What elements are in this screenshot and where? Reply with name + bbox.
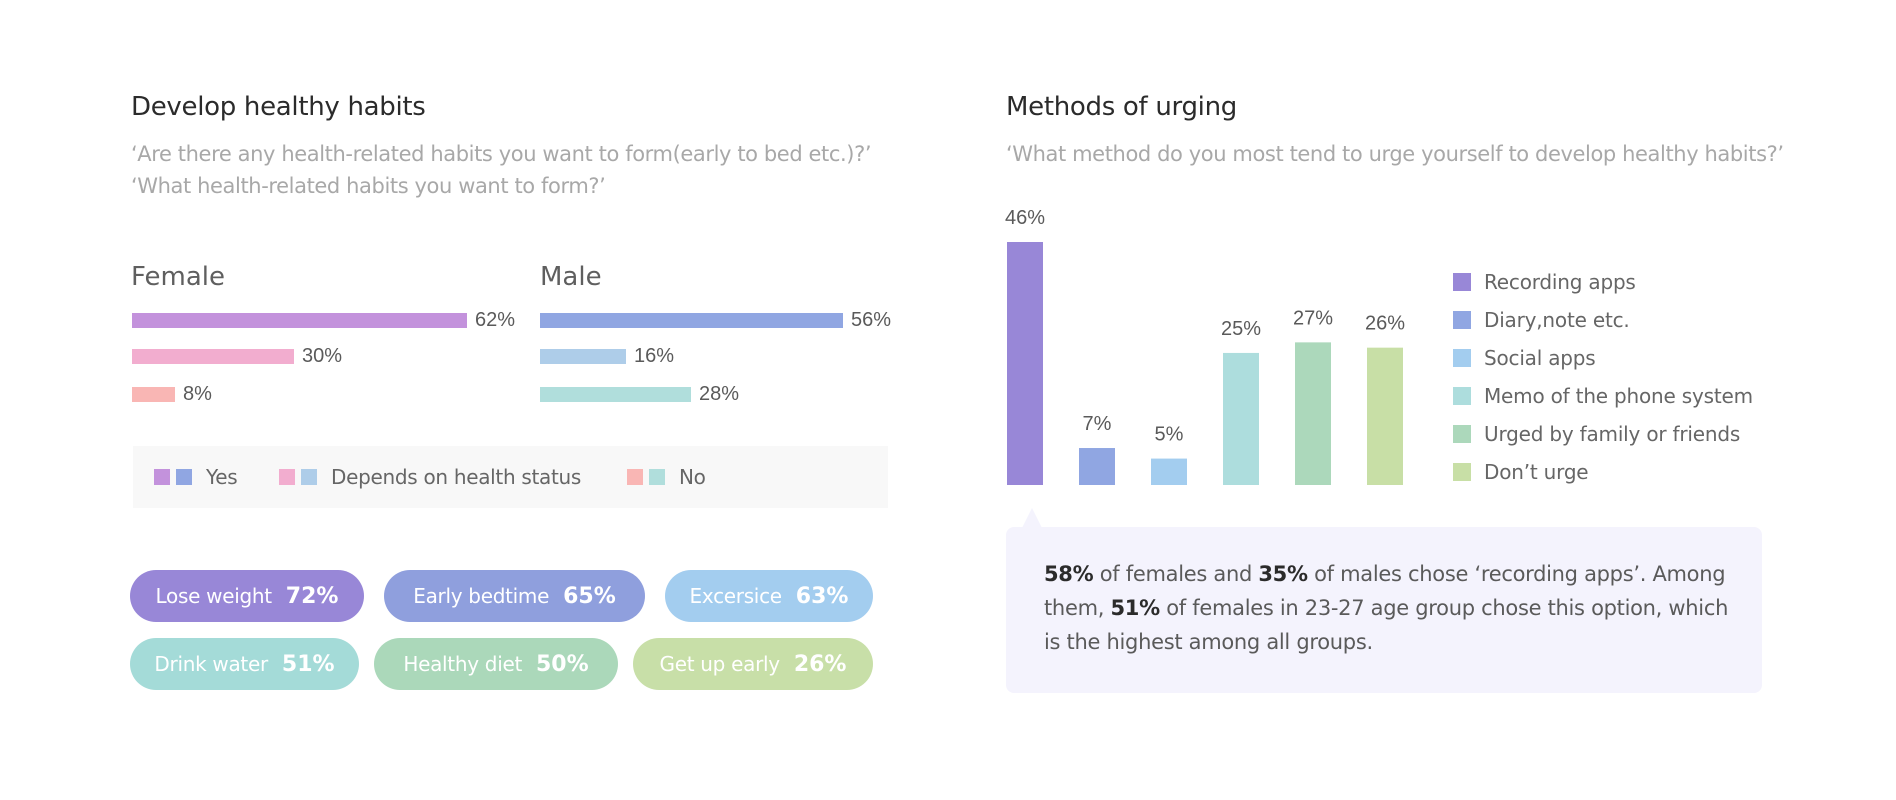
female-bar	[132, 387, 175, 402]
right-panel-subtitle: ‘What method do you most tend to urge yo…	[1006, 142, 1784, 166]
habit-label: Excersice	[689, 584, 783, 608]
legend-swatch	[1453, 273, 1471, 291]
left-panel-subtitle: ‘Are there any health-related habits you…	[131, 138, 872, 202]
legend-swatch-male	[176, 469, 192, 485]
legend-item-yes: Yes	[154, 446, 238, 508]
subtitle-line-1: ‘Are there any health-related habits you…	[131, 142, 872, 166]
male-bar-label: 56%	[851, 309, 892, 331]
methods-legend-item: Don’t urge	[1453, 460, 1589, 484]
methods-legend-item: Social apps	[1453, 346, 1596, 370]
right-panel-title: Methods of urging	[1006, 92, 1237, 122]
callout-text-segment: of females and	[1093, 562, 1259, 586]
callout-text-segment: of males chose ‘recording apps’. Among t…	[1044, 562, 1726, 620]
method-bar-label: 46%	[1005, 207, 1045, 229]
legend-swatch-female	[627, 469, 643, 485]
habit-pill-get-up-early: Get up early 26%	[633, 638, 873, 690]
subtitle-line-2: ‘What health-related habits you want to …	[131, 174, 606, 198]
method-bar-label: 25%	[1221, 318, 1261, 340]
methods-legend-item: Memo of the phone system	[1453, 384, 1753, 408]
habit-pill-exercise: Excersice 63%	[665, 570, 873, 622]
female-label: Female	[131, 262, 226, 292]
method-bar-label: 5%	[1155, 424, 1184, 446]
legend-label: Urged by family or friends	[1484, 422, 1741, 446]
female-bar-label: 8%	[183, 383, 212, 405]
legend-swatch-male	[301, 469, 317, 485]
habit-value: 65%	[563, 583, 616, 609]
male-label: Male	[540, 262, 602, 292]
habit-value: 51%	[281, 651, 335, 677]
method-bar	[1295, 342, 1331, 485]
legend-swatch	[1453, 311, 1471, 329]
legend-swatch	[1453, 463, 1471, 481]
habit-label: Drink water	[154, 652, 268, 676]
methods-legend-item: Urged by family or friends	[1453, 422, 1740, 446]
left-panel-title: Develop healthy habits	[131, 92, 426, 122]
habit-pill-lose-weight: Lose weight 72%	[130, 570, 364, 622]
legend-label: Yes	[206, 465, 238, 489]
legend-item-no: No	[627, 446, 706, 508]
male-bar-label: 16%	[634, 345, 675, 367]
male-bar	[540, 349, 626, 364]
legend-swatch	[1453, 349, 1471, 367]
female-bar	[132, 313, 467, 328]
method-bar	[1151, 458, 1187, 485]
habit-label: Healthy diet	[403, 652, 522, 676]
male-bar	[540, 313, 843, 328]
callout-highlight: 58%	[1044, 562, 1094, 586]
legend-swatch	[1453, 387, 1471, 405]
habit-value: 50%	[536, 651, 589, 677]
callout-text-segment: of females in 23-27 age group chose this…	[1044, 596, 1729, 654]
method-bar	[1007, 242, 1043, 485]
legend-label: Recording apps	[1484, 270, 1636, 294]
legend-label: Diary,note etc.	[1484, 308, 1630, 332]
methods-legend-item: Recording apps	[1453, 270, 1636, 294]
methods-legend-item: Diary,note etc.	[1453, 308, 1630, 332]
method-bar-label: 27%	[1293, 307, 1333, 329]
male-bar-label: 28%	[699, 383, 740, 405]
habit-pill-healthy-diet: Healthy diet 50%	[374, 638, 618, 690]
legend-label: Social apps	[1484, 346, 1596, 370]
legend-swatch-female	[279, 469, 295, 485]
legend-label: Memo of the phone system	[1484, 384, 1753, 408]
method-bar	[1079, 448, 1115, 485]
habit-pill-drink-water: Drink water 51%	[130, 638, 359, 690]
answer-legend: Yes Depends on health status No	[133, 446, 888, 508]
callout-text: 58% of females and 35% of males chose ‘r…	[1044, 557, 1744, 659]
habit-label: Lose weight	[155, 584, 273, 608]
legend-label: Don’t urge	[1484, 460, 1589, 484]
callout-pointer	[1022, 508, 1042, 528]
legend-swatch-male	[649, 469, 665, 485]
habit-value: 26%	[793, 651, 847, 677]
method-bar-label: 26%	[1365, 313, 1405, 335]
female-bar-label: 30%	[302, 345, 343, 367]
habit-pill-early-bedtime: Early bedtime 65%	[384, 570, 645, 622]
method-bar-label: 7%	[1083, 413, 1112, 435]
habit-value: 63%	[795, 583, 849, 609]
callout-highlight: 35%	[1258, 562, 1308, 586]
legend-label: Depends on health status	[331, 465, 582, 489]
legend-swatch	[1453, 425, 1471, 443]
female-bar-label: 62%	[475, 309, 516, 331]
callout-highlight: 51%	[1110, 596, 1160, 620]
legend-swatch-female	[154, 469, 170, 485]
legend-label: No	[679, 465, 706, 489]
method-bar	[1367, 347, 1403, 485]
male-bar	[540, 387, 691, 402]
habit-label: Get up early	[659, 652, 781, 676]
habit-value: 72%	[285, 583, 339, 609]
method-bar	[1223, 352, 1259, 485]
habit-label: Early bedtime	[413, 584, 550, 608]
legend-item-depends: Depends on health status	[279, 446, 581, 508]
insight-callout: 58% of females and 35% of males chose ‘r…	[1006, 527, 1762, 693]
female-bar	[132, 349, 294, 364]
